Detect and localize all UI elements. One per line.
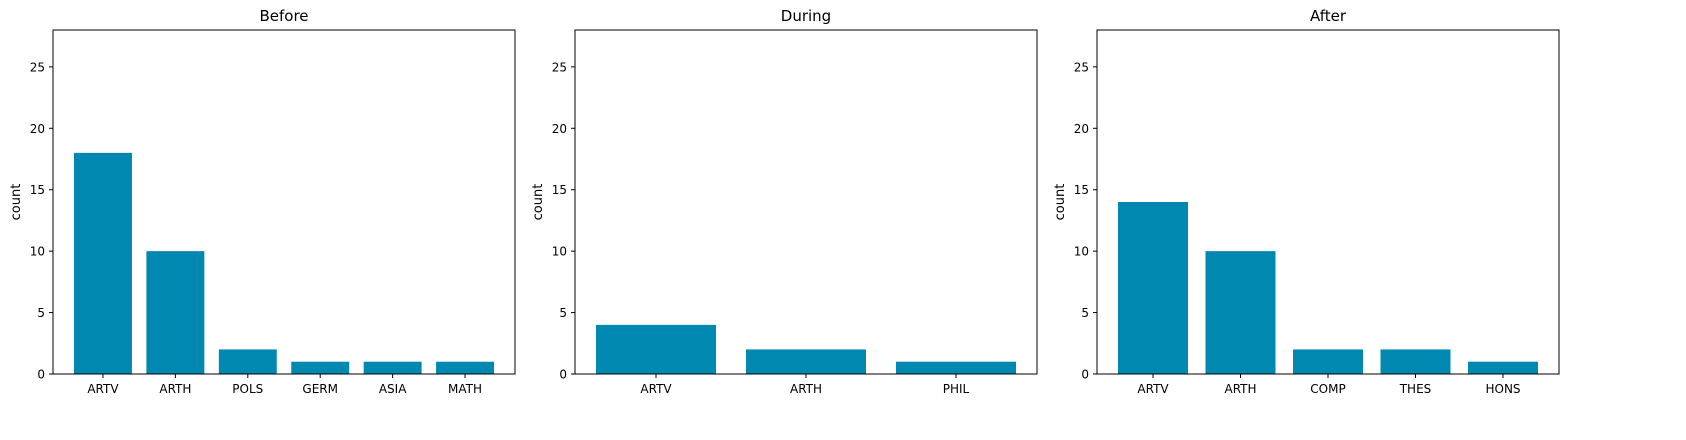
y-tick-label: 15 xyxy=(552,183,567,197)
chart-title: During xyxy=(781,7,831,25)
y-tick-label: 25 xyxy=(1074,60,1089,74)
x-tick-label: HONS xyxy=(1485,382,1520,396)
bar-comp xyxy=(1293,349,1363,374)
y-tick-label: 0 xyxy=(37,368,45,382)
plot-frame xyxy=(1096,29,1560,375)
y-tick-label: 25 xyxy=(552,60,567,74)
bar-artv xyxy=(596,324,716,374)
y-tick-label: 10 xyxy=(552,245,567,259)
bar-asia xyxy=(363,361,422,374)
y-tick-label: 5 xyxy=(1081,306,1089,320)
bar-thes xyxy=(1380,349,1451,374)
x-tick-label: ARTH xyxy=(790,382,822,396)
plot-frame xyxy=(52,29,516,375)
x-tick-label: PHIL xyxy=(943,382,970,396)
bar-artv xyxy=(74,152,132,374)
x-tick-label: MATH xyxy=(448,382,482,396)
x-tick-label: ARTV xyxy=(1137,382,1169,396)
bar-phil xyxy=(896,361,1016,374)
bar-arth xyxy=(746,349,866,374)
x-tick-label: COMP xyxy=(1310,382,1345,396)
bar-hons xyxy=(1468,361,1538,374)
x-tick-label: THES xyxy=(1399,382,1432,396)
y-tick-label: 15 xyxy=(30,183,45,197)
x-tick-label: GERM xyxy=(302,382,338,396)
x-tick-label: ARTH xyxy=(1224,382,1256,396)
y-tick-label: 5 xyxy=(559,306,567,320)
chart-panel: After count 0 5 10 15 20 25 ARTV ARTH COMP THES HONS xyxy=(1053,7,1560,396)
bar-math xyxy=(436,361,494,374)
x-tick-label: ARTV xyxy=(640,382,672,396)
y-tick-label: 20 xyxy=(30,122,45,136)
chart-panel: During count 0 5 10 15 20 25 ARTV ARTH PHIL xyxy=(531,7,1038,396)
y-tick-label: 20 xyxy=(1074,122,1089,136)
bar-arth xyxy=(146,251,205,374)
chart-panel: Before count 0 5 10 15 20 25 ARTV ARTH POLS GERM ASI… xyxy=(9,7,516,396)
chart-title: Before xyxy=(259,7,308,25)
y-tick-label: 0 xyxy=(1081,368,1089,382)
y-tick-label: 20 xyxy=(552,122,567,136)
plot-frame xyxy=(574,29,1038,375)
y-axis-label: count xyxy=(9,184,24,221)
bar-artv xyxy=(1118,202,1188,374)
y-tick-label: 0 xyxy=(559,368,567,382)
x-tick-label: POLS xyxy=(232,382,263,396)
x-tick-label: ASIA xyxy=(379,382,407,396)
y-tick-label: 25 xyxy=(30,60,45,74)
chart-title: After xyxy=(1310,7,1347,25)
y-tick-label: 15 xyxy=(1074,183,1089,197)
y-tick-label: 5 xyxy=(37,306,45,320)
bar-germ xyxy=(291,361,350,374)
y-tick-label: 10 xyxy=(1074,245,1089,259)
x-tick-label: ARTH xyxy=(159,382,191,396)
y-axis-label: count xyxy=(1053,184,1068,221)
bar-pols xyxy=(218,349,277,374)
x-tick-label: ARTV xyxy=(87,382,119,396)
bar-arth xyxy=(1205,251,1276,374)
y-axis-label: count xyxy=(531,184,546,221)
y-tick-label: 10 xyxy=(30,245,45,259)
